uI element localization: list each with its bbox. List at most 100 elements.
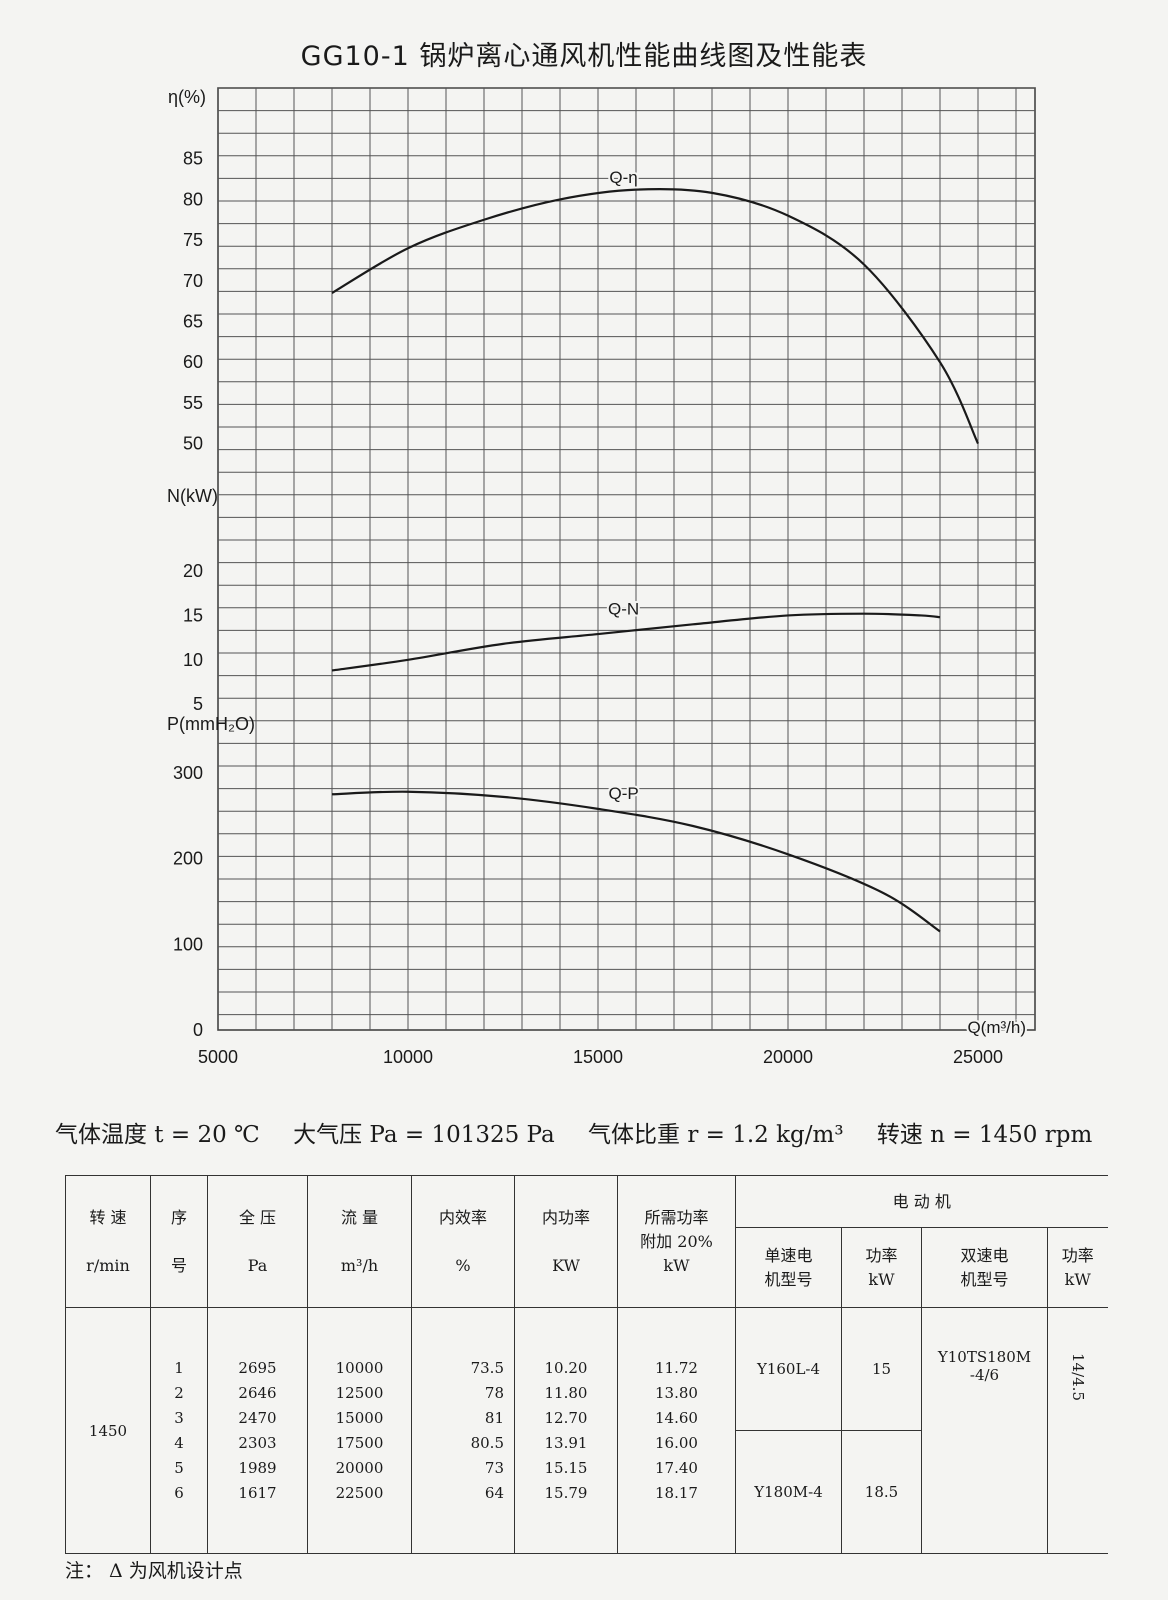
cell-no: 3 — [174, 1408, 184, 1427]
cell-flow: 20000 — [335, 1458, 384, 1477]
cell-efficiency: 81 — [484, 1408, 504, 1427]
header-dual-motor-power: 功率 kW — [1047, 1227, 1108, 1308]
series-label: Q-P — [608, 784, 638, 803]
cell-required-power: 13.80 — [655, 1383, 698, 1402]
header-speed: 转 速 r/min — [65, 1175, 151, 1308]
performance-table: 转 速 r/min 序号 全 压 Pa 流 量 m³/h 内效率% 内功率 KW 所需功… — [65, 1175, 1108, 1554]
plot-frame — [217, 87, 1036, 1031]
col-pressure: 2695 2646 2470 2303 1989 1617 — [207, 1307, 308, 1554]
condition-pressure: 大气压 Pa = 101325 Pa — [293, 1122, 555, 1148]
y-tick-label: 20 — [183, 561, 203, 581]
cell-motor1-power: 15 — [841, 1307, 922, 1431]
cell-no: 5 — [174, 1458, 184, 1477]
y-tick-label: 55 — [183, 393, 203, 413]
series-label: Q-η — [609, 168, 637, 187]
y-tick-label: 60 — [183, 352, 203, 372]
cell-dual-motor-power: 14/4.5 — [1047, 1307, 1108, 1554]
cell-pressure: 2470 — [238, 1408, 277, 1427]
cell-motor2-power: 18.5 — [841, 1430, 922, 1554]
cell-flow: 17500 — [335, 1433, 384, 1452]
header-no: 序号 — [150, 1175, 208, 1308]
y-tick-label: 15 — [183, 605, 203, 625]
cell-required-power: 16.00 — [655, 1433, 698, 1452]
cell-efficiency: 73.5 — [470, 1358, 504, 1377]
cell-no: 4 — [174, 1433, 184, 1452]
cell-power: 10.20 — [544, 1358, 588, 1377]
cell-motor1-type: Y160L-4 — [735, 1307, 842, 1431]
x-tick-label: 5000 — [198, 1047, 238, 1067]
header-power: 内功率 KW — [514, 1175, 618, 1308]
x-tick-label: 20000 — [763, 1047, 813, 1067]
cell-motor2-type: Y180M-4 — [735, 1430, 842, 1554]
cell-pressure: 2303 — [238, 1433, 277, 1452]
condition-density: 气体比重 r = 1.2 kg/m³ — [588, 1122, 844, 1148]
x-tick-label: 25000 — [953, 1047, 1003, 1067]
footnote: 注： Δ 为风机设计点 — [65, 1560, 243, 1582]
x-tick-label: 10000 — [383, 1047, 433, 1067]
col-efficiency: 73.5 78 81 80.5 73 64 — [411, 1307, 515, 1554]
cell-flow: 10000 — [335, 1358, 384, 1377]
cell-dual-motor-type: Y10TS180M -4/6 — [921, 1307, 1048, 1554]
y-tick-label: 85 — [183, 149, 203, 169]
y-tick-label: 100 — [173, 934, 203, 954]
y-tick-label: 200 — [173, 849, 203, 869]
x-axis-label: Q(m³/h) — [967, 1018, 1026, 1037]
y-tick-label: 0 — [193, 1020, 203, 1040]
cell-power: 15.79 — [544, 1483, 588, 1502]
cell-required-power: 17.40 — [655, 1458, 698, 1477]
cell-power: 15.15 — [544, 1458, 588, 1477]
y-tick-label: 10 — [183, 650, 203, 670]
cell-flow: 22500 — [335, 1483, 384, 1502]
page-title: GG10-1 锅炉离心通风机性能曲线图及性能表 — [300, 41, 868, 72]
series-label: Q-N — [608, 599, 639, 618]
cell-pressure: 2695 — [238, 1358, 277, 1377]
series-line — [331, 612, 941, 672]
header-required-power: 所需功率 附加 20% kW — [617, 1175, 736, 1308]
cell-required-power: 18.17 — [655, 1483, 698, 1502]
col-no: 1 2 3 4 5 6 — [150, 1307, 208, 1554]
cell-flow: 12500 — [335, 1383, 384, 1402]
performance-chart: 5000 10000 15000 20000 25000Q(m³/h)505560657… — [167, 87, 1036, 1067]
condition-speed: 转速 n = 1450 rpm — [876, 1122, 1093, 1148]
col-flow: 10000 12500 15000 17500 20000 22500 — [307, 1307, 412, 1554]
col-power: 10.20 11.80 12.70 13.91 15.15 15.79 — [514, 1307, 618, 1554]
cell-pressure: 1617 — [238, 1483, 277, 1502]
y-axis-label: η(%) — [168, 87, 206, 107]
cell-efficiency: 64 — [484, 1483, 504, 1502]
cell-power: 12.70 — [544, 1408, 588, 1427]
y-tick-label: 70 — [183, 271, 203, 291]
cell-power: 13.91 — [544, 1433, 588, 1452]
header-flow: 流 量 m³/h — [307, 1175, 412, 1308]
col-required-power: 11.72 13.80 14.60 16.00 17.40 18.17 — [617, 1307, 736, 1554]
header-pressure: 全 压 Pa — [207, 1175, 308, 1308]
x-tick-label: 15000 — [573, 1047, 623, 1067]
cell-no: 6 — [174, 1483, 184, 1502]
cell-no: 1 — [174, 1358, 184, 1377]
cell-required-power: 11.72 — [655, 1358, 698, 1377]
cell-power: 11.80 — [544, 1383, 588, 1402]
series-line — [331, 790, 941, 933]
cell-pressure: 1989 — [238, 1458, 277, 1477]
condition-temperature: 气体温度 t = 20 ℃ — [55, 1122, 260, 1148]
header-single-motor-type: 单速电 机型号 — [735, 1227, 842, 1308]
y-tick-label: 5 — [193, 694, 203, 714]
cell-efficiency: 80.5 — [470, 1433, 504, 1452]
cell-required-power: 14.60 — [655, 1408, 698, 1427]
y-tick-label: 300 — [173, 763, 203, 783]
cell-pressure: 2646 — [238, 1383, 277, 1402]
header-dual-motor-type: 双速电 机型号 — [921, 1227, 1048, 1308]
y-axis-label: P(mmH₂O) — [167, 714, 255, 734]
cell-no: 2 — [174, 1383, 184, 1402]
y-tick-label: 75 — [183, 230, 203, 250]
header-motor: 电 动 机 — [735, 1175, 1108, 1228]
y-tick-label: 65 — [183, 311, 203, 331]
cell-flow: 15000 — [335, 1408, 384, 1427]
conditions-line: 气体温度 t = 20 ℃ 大气压 Pa = 101325 Pa 气体比重 r … — [55, 1115, 1118, 1149]
cell-efficiency: 73 — [484, 1458, 504, 1477]
header-single-motor-power: 功率 kW — [841, 1227, 922, 1308]
y-tick-label: 80 — [183, 189, 203, 209]
y-axis-label: N(kW) — [167, 486, 218, 506]
y-tick-label: 50 — [183, 434, 203, 454]
header-efficiency: 内效率% — [411, 1175, 515, 1308]
series-line — [331, 187, 979, 445]
